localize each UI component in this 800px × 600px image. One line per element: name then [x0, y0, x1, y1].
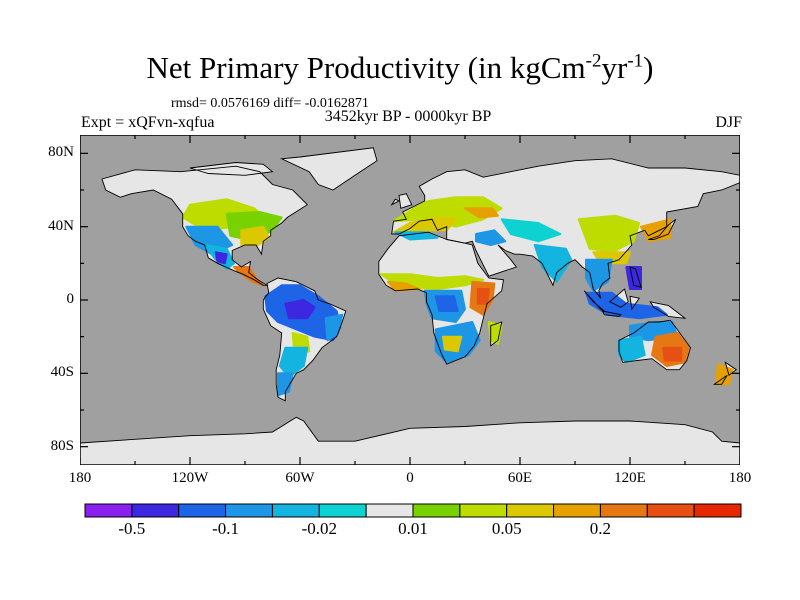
anomaly-region-mexico-core [214, 251, 228, 265]
anomaly-region-europe-east [464, 207, 499, 219]
coastline-indonesia [583, 288, 687, 319]
colorbar-box [225, 503, 273, 518]
coastline-antarctica [80, 416, 740, 465]
anomaly-region-australia-se-core [662, 346, 683, 362]
lat-label: 40N [48, 217, 74, 234]
anomaly-region-horn-core [476, 288, 490, 305]
colorbar-label: 0.01 [398, 519, 428, 538]
experiment-label: Expt = xQFvn-xqfua [81, 114, 215, 131]
coastline-philippines [629, 266, 642, 288]
colorbar-box [131, 503, 180, 518]
colorbar-label: 0.2 [589, 519, 612, 538]
coastline-eurasia [391, 158, 740, 299]
anomaly-region-india [533, 244, 573, 283]
anomaly-region-philippines [625, 266, 642, 290]
land-new-zealand [714, 362, 737, 385]
colorbar-box [553, 503, 601, 518]
lon-label: 180 [68, 470, 92, 486]
lon-label: 120W [171, 470, 209, 486]
anomaly-region-central-asia [500, 218, 562, 243]
colorbar-box [84, 503, 133, 518]
anomaly-region-congo-core [434, 295, 459, 312]
period-label: 3452kyr BP - 0000kyr BP [324, 108, 492, 125]
lat-label: 80N [48, 144, 74, 161]
colorbar-box [459, 503, 508, 518]
colorbar-box [693, 503, 742, 518]
colorbar-label: -0.1 [212, 519, 240, 538]
land-eurasia [391, 158, 740, 299]
stats-line: rmsd= 0.0576169 diff= -0.0162871 [171, 96, 369, 111]
land-british-isles [391, 193, 412, 209]
anomaly-region-china [577, 214, 641, 254]
coastline-canadian-arctic [189, 162, 274, 176]
colorbar-box [365, 503, 414, 518]
anomaly-region-middle-east [475, 229, 507, 246]
colorbar-box [178, 503, 227, 518]
colorbar-box [318, 503, 367, 518]
coastline-british-isles [390, 193, 413, 209]
colorbar-box [646, 503, 695, 518]
lat-label: 80S [50, 437, 74, 454]
colorbar-label: 0.05 [491, 519, 522, 538]
anomaly-region-west-africa-coast [387, 280, 421, 292]
chart-title: Net Primary Productivity (in kgCm-2yr-1) [146, 50, 654, 85]
colorbar-label: -0.02 [301, 519, 337, 538]
anomaly-region-argentina [278, 346, 309, 378]
world-map [80, 135, 740, 465]
lon-label: 0 [406, 470, 414, 486]
coastline-north-america [101, 165, 309, 286]
lon-label: 60E [507, 470, 533, 486]
colorbar-box [599, 503, 648, 518]
anomaly-region-mediterranean-blue [394, 231, 439, 241]
coastline-south-america [262, 277, 347, 402]
colorbar-box [412, 503, 461, 518]
colorbar-box [271, 503, 320, 518]
anomaly-region-amazon-core [284, 299, 316, 320]
coastline-japan [648, 218, 677, 240]
land-antarctica [80, 417, 740, 465]
anomaly-region-new-zealand [715, 363, 734, 386]
lon-label: 120E [614, 470, 646, 486]
tick-layer [80, 135, 740, 465]
lon-label: 180 [728, 470, 752, 486]
anomaly-region-kalahari [442, 335, 463, 353]
anomaly-region-patagonia [277, 372, 294, 397]
coastline-new-zealand [712, 361, 738, 385]
colorbar-label: -0.5 [118, 519, 146, 538]
coastline-layer [80, 147, 740, 465]
lon-label: 60W [285, 470, 315, 486]
season-label: DJF [715, 114, 742, 131]
coastline-madagascar [490, 321, 503, 347]
colorbar-box [506, 503, 555, 518]
land-greenland [281, 147, 377, 190]
lat-label: 0 [66, 291, 75, 307]
colorbar [84, 503, 742, 518]
coastline-greenland [280, 147, 378, 191]
lat-label: 40S [50, 364, 74, 381]
coastline-australia [618, 319, 691, 371]
coastline-africa [378, 231, 505, 365]
